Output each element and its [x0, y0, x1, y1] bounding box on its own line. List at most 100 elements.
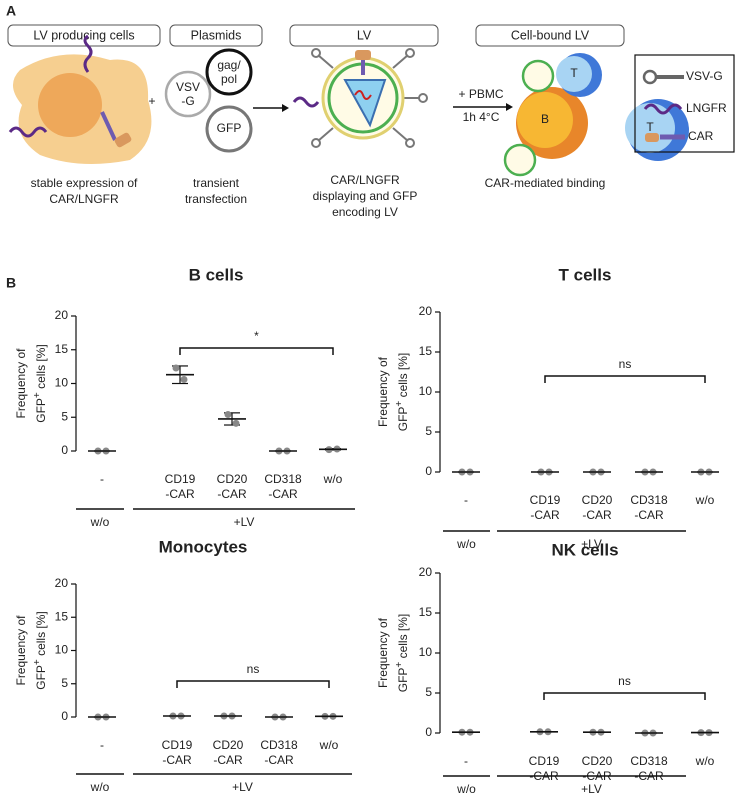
x-tick-label: CD19: [162, 738, 193, 752]
y-tick-label: 15: [55, 342, 69, 356]
chart-title: NK cells: [551, 540, 618, 559]
nucleus: [38, 73, 102, 137]
x-tick-label: CD318: [264, 472, 302, 486]
y-axis-label: GFP+ cells [%]: [32, 344, 49, 423]
y-axis-label: Frequency of: [14, 348, 28, 419]
header-box: [169, 24, 263, 47]
cell-label: T: [646, 120, 654, 134]
x-tick-label: -CAR: [165, 487, 195, 501]
y-tick-label: 5: [425, 685, 432, 699]
legend-icon: [643, 103, 683, 115]
y-tick-label: 20: [55, 308, 69, 322]
plasmid-label: pol: [221, 72, 237, 86]
caption: transient: [193, 176, 240, 190]
step-header: LV producing cells: [33, 28, 134, 42]
y-label-part: cells [%]: [396, 353, 410, 401]
y-label-part: cells [%]: [396, 614, 410, 662]
x-tick-label: w/o: [319, 738, 339, 752]
x-tick-label: w/o: [323, 472, 343, 486]
y-axis-label: GFP+ cells [%]: [32, 611, 49, 690]
y-axis-label: GFP+ cells [%]: [394, 614, 411, 693]
legend-icon: [642, 69, 658, 85]
x-tick-label: CD19: [530, 493, 561, 507]
group-label: w/o: [90, 780, 110, 794]
x-tick-label: -CAR: [217, 487, 247, 501]
data-point: [232, 419, 240, 427]
plasmid: [164, 70, 212, 118]
data-point: [172, 364, 180, 372]
group-label: +LV: [234, 515, 255, 529]
x-tick-label: CD318: [630, 493, 668, 507]
car-icon: [114, 132, 132, 148]
legend-label: CAR: [688, 129, 714, 143]
y-tick-label: 10: [55, 643, 69, 657]
y-tick-label: 20: [419, 565, 433, 579]
legend-label: VSV-G: [686, 69, 723, 83]
caption: stable expression of: [31, 176, 138, 190]
header-box: [289, 24, 439, 47]
x-tick-label: CD20: [582, 493, 613, 507]
y-tick-label: 15: [55, 609, 69, 623]
y-axis-label: Frequency of: [14, 615, 28, 686]
x-tick-label: -: [100, 472, 104, 486]
panel-label: B: [6, 275, 16, 291]
header-box: [7, 24, 161, 47]
arrow-label: + PBMC: [458, 87, 503, 101]
arrow-head: [282, 104, 289, 112]
y-label-part: cells [%]: [34, 344, 48, 392]
y-tick-label: 20: [55, 576, 69, 590]
y-axis-label: Frequency of: [376, 617, 390, 688]
y-label-sup: +: [394, 401, 405, 407]
caption: displaying and GFP: [313, 189, 418, 203]
x-tick-label: w/o: [695, 493, 715, 507]
significance-bracket: [544, 375, 706, 383]
legend-label: LNGFR: [686, 101, 727, 115]
b-cell: [517, 92, 573, 148]
header-box: [475, 24, 625, 47]
t-cell: [625, 103, 675, 153]
caption: CAR/LNGFR: [330, 173, 400, 187]
plasmid: [205, 48, 253, 96]
step-header: Plasmids: [191, 28, 242, 42]
x-tick-label: -: [464, 754, 468, 768]
t-cell: [556, 56, 592, 92]
panel-label: A: [6, 3, 16, 19]
x-tick-label: CD20: [217, 472, 248, 486]
x-tick-label: -CAR: [268, 487, 298, 501]
chart-title: Monocytes: [159, 537, 248, 556]
y-tick-label: 5: [61, 409, 68, 423]
y-tick-label: 15: [419, 605, 433, 619]
legend-icon: [645, 133, 659, 142]
lv-particle: [292, 48, 428, 148]
significance-bracket: [176, 680, 330, 688]
y-tick-label: 15: [419, 344, 433, 358]
x-tick-label: w/o: [695, 754, 715, 768]
significance-bracket: [543, 692, 706, 700]
x-tick-label: CD19: [165, 472, 196, 486]
x-tick-label: -CAR: [530, 508, 560, 522]
arrow-label: 1h 4°C: [463, 110, 500, 124]
step-header: LV: [357, 28, 372, 42]
plasmid-label: VSV: [176, 80, 200, 94]
x-tick-label: -CAR: [162, 753, 192, 767]
y-tick-label: 10: [419, 384, 433, 398]
caption: CAR/LNGFR: [49, 192, 119, 206]
x-tick-label: -CAR: [582, 508, 612, 522]
y-label-sup: +: [32, 659, 43, 665]
legend-box: [634, 54, 735, 153]
plasmid: [205, 105, 253, 153]
car-icon: [100, 111, 117, 141]
data-point: [224, 411, 232, 419]
x-tick-label: CD318: [630, 754, 668, 768]
y-label-part: GFP: [396, 668, 410, 693]
plasmid-label: GFP: [217, 121, 242, 135]
group-label: w/o: [456, 782, 476, 796]
step-header: Cell-bound LV: [511, 28, 590, 42]
group-label: +LV: [232, 780, 253, 794]
y-tick-label: 0: [61, 709, 68, 723]
plasmid-label: -G: [181, 94, 194, 108]
plasmid-label: gag/: [217, 58, 241, 72]
x-tick-label: -CAR: [213, 753, 243, 767]
cell-label: B: [541, 112, 549, 126]
